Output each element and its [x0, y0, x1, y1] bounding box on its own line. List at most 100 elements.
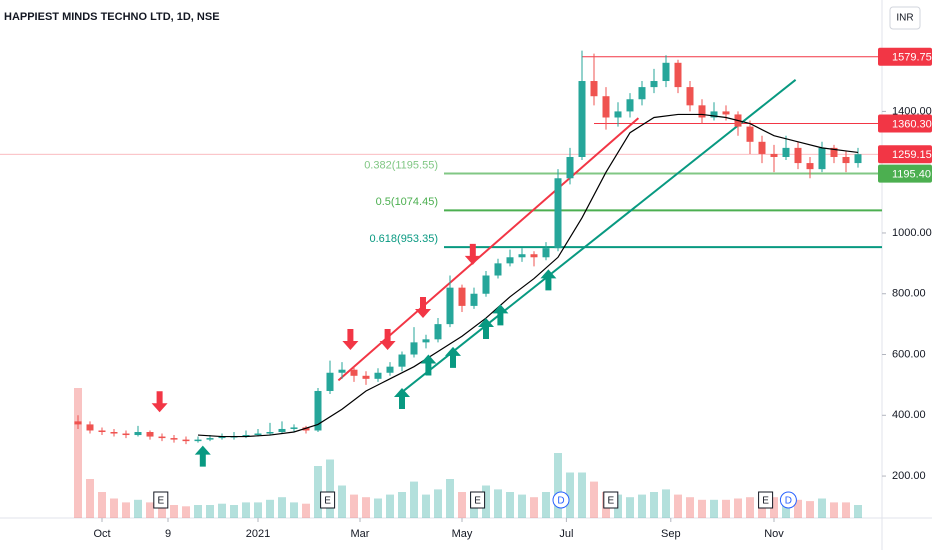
- volume-bar: [398, 492, 406, 518]
- event-marker: [470, 491, 486, 509]
- candle-body: [446, 287, 454, 325]
- price-tag: [878, 47, 932, 66]
- candle-body: [506, 257, 514, 264]
- candle-body: [98, 430, 106, 433]
- candle-body: [350, 369, 358, 376]
- buy-arrow: [445, 346, 461, 368]
- candle-body: [314, 390, 322, 431]
- event-label: E: [762, 496, 769, 507]
- volume-bar: [194, 505, 202, 518]
- volume-bar: [422, 494, 430, 518]
- candle-body: [386, 366, 394, 373]
- price-tag-label: 1579.75: [892, 52, 932, 64]
- event-marker: [320, 491, 336, 509]
- price-tag-label: 1259.15: [892, 149, 932, 161]
- fib-label: 0.382(1195.55): [364, 159, 438, 171]
- volume-bar: [566, 472, 574, 518]
- price-tag-label: 1360.30: [892, 118, 932, 130]
- volume-bar: [506, 492, 514, 518]
- volume-bar: [494, 489, 502, 518]
- volume-bar: [734, 498, 742, 518]
- candle-body: [554, 178, 562, 249]
- candle-body: [530, 254, 538, 258]
- event-label: E: [157, 496, 164, 507]
- candle-body: [674, 62, 682, 88]
- volume-bar: [518, 494, 526, 518]
- candle-body: [134, 432, 142, 436]
- volume-bar: [242, 502, 250, 518]
- sell-arrow: [464, 243, 481, 265]
- candle-body: [782, 147, 790, 157]
- price-tag-label: 1195.40: [892, 168, 931, 180]
- event-label: E: [324, 496, 331, 507]
- volume-bar: [434, 489, 442, 518]
- y-tick-label: 400.00: [892, 409, 926, 421]
- x-tick-label: May: [452, 528, 473, 540]
- volume-bar: [806, 501, 814, 518]
- volume-bar: [182, 506, 190, 518]
- moving-average: [197, 113, 859, 438]
- candle-body: [698, 105, 706, 118]
- candle-body: [614, 111, 622, 118]
- volume-bar: [758, 499, 766, 518]
- candle-body: [626, 99, 634, 112]
- currency-label[interactable]: INR: [896, 13, 913, 24]
- volume-bar: [98, 492, 106, 518]
- candle-body: [206, 438, 214, 440]
- candle-body: [590, 81, 598, 97]
- fib-label: 0.5(1074.45): [376, 196, 438, 208]
- sell-arrow: [415, 297, 431, 319]
- volume-bar: [266, 499, 274, 518]
- candle-body: [770, 153, 778, 157]
- volume-bar: [770, 497, 778, 518]
- volume-bar: [674, 494, 682, 518]
- candle-body: [818, 147, 826, 170]
- volume-bar: [110, 498, 118, 518]
- candle-body: [482, 275, 490, 294]
- sell-arrow: [342, 328, 359, 350]
- candle-body: [170, 438, 178, 440]
- y-tick-label: 1000.00: [892, 227, 932, 239]
- volume-bar: [626, 497, 634, 518]
- volume-bar: [638, 494, 646, 518]
- volume-bar: [158, 505, 166, 518]
- candle-body: [710, 111, 718, 118]
- volume-bar: [722, 499, 730, 518]
- fib-label: 0.618(953.35): [370, 233, 439, 245]
- candle-body: [578, 81, 586, 157]
- x-tick-label: Nov: [764, 528, 784, 540]
- candle-body: [650, 81, 658, 88]
- candle-body: [290, 427, 298, 429]
- candle-body: [494, 263, 502, 276]
- candle-body: [434, 324, 442, 340]
- price-tag: [878, 145, 932, 164]
- trendline: [397, 79, 797, 396]
- candle-body: [266, 432, 274, 434]
- candle-body: [110, 432, 118, 434]
- sell-arrow: [151, 391, 168, 413]
- candle-body: [242, 435, 250, 437]
- volume-bar: [686, 497, 694, 518]
- candle-body: [122, 433, 130, 436]
- volume-bar: [482, 485, 490, 518]
- candle-body: [662, 62, 670, 82]
- event-marker: [779, 491, 797, 509]
- volume-bar: [278, 497, 286, 518]
- volume-bar: [410, 481, 418, 518]
- volume-bar: [206, 505, 214, 518]
- candle-body: [302, 427, 310, 431]
- price-tag: [878, 114, 932, 133]
- event-marker: [603, 491, 619, 509]
- candle-body: [806, 163, 814, 170]
- candle-body: [686, 87, 694, 106]
- volume-bar: [218, 503, 226, 518]
- volume-bar: [290, 502, 298, 518]
- candle-body: [218, 436, 226, 439]
- candle-body: [602, 96, 610, 118]
- candle-body: [158, 436, 166, 439]
- currency-button[interactable]: [889, 6, 921, 30]
- candle-body: [854, 154, 862, 164]
- buy-arrow: [420, 354, 437, 376]
- candle-body: [86, 424, 94, 431]
- volume-bar: [746, 497, 754, 518]
